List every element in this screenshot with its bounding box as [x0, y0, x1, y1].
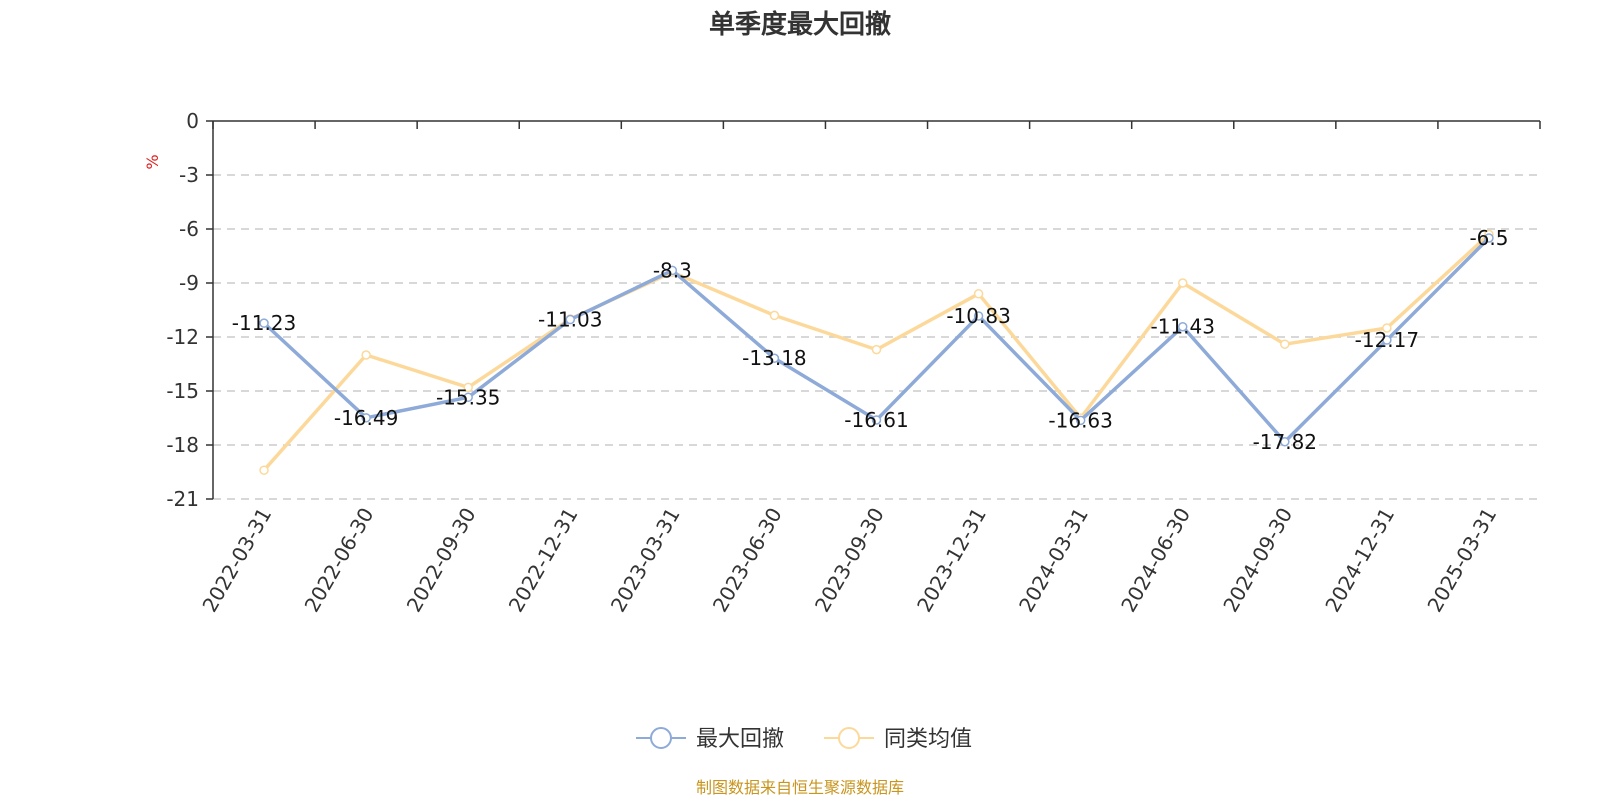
x-tick-label: 2025-03-31 [1422, 504, 1501, 617]
x-tick-label: 2022-03-31 [197, 504, 276, 617]
y-tick-label: -6 [179, 217, 199, 241]
series-1-point [259, 318, 269, 328]
legend: 最大回撤 同类均值 [636, 727, 972, 752]
chart-title: 单季度最大回撤 [709, 9, 891, 40]
data-label: -11.23 [232, 311, 296, 335]
y-tick-label: -12 [166, 325, 199, 349]
series-2-point [463, 382, 473, 393]
data-label: -15.35 [436, 385, 500, 409]
series-1-point [1280, 437, 1290, 447]
series-1-point [361, 413, 371, 423]
series-1-point [667, 265, 678, 276]
data-label: -6.5 [1469, 226, 1508, 250]
data-label: -11.03 [538, 308, 602, 332]
y-tick-label: -18 [166, 433, 199, 457]
x-tick-label: 2023-09-30 [810, 504, 889, 617]
x-tick-label: 2023-03-31 [606, 504, 685, 617]
data-source-note: 制图数据来自恒生聚源数据库 [696, 778, 904, 797]
series-lines [259, 229, 1494, 475]
series-1-point [871, 415, 882, 425]
series-2-point [1382, 323, 1392, 333]
series-1-point [973, 311, 984, 321]
data-label: -16.49 [334, 406, 398, 430]
legend-marker-2 [838, 727, 860, 749]
data-label: -17.82 [1253, 430, 1317, 454]
series-1-point [565, 314, 576, 325]
series-1-point [1484, 233, 1494, 243]
y-tick-label: -15 [166, 379, 199, 403]
data-label: -10.83 [946, 304, 1010, 328]
y-tick-label: -3 [179, 163, 199, 187]
data-label: -11.43 [1150, 315, 1214, 339]
data-label: -12.17 [1355, 328, 1419, 352]
legend-label-2: 同类均值 [884, 727, 972, 752]
series-2-point [1177, 278, 1188, 288]
grid-lines [213, 174, 1540, 500]
series-1-point [1382, 335, 1392, 345]
series-1-point [463, 392, 473, 403]
x-tick-label: 2024-09-30 [1218, 504, 1297, 617]
x-tick-label: 2023-12-31 [912, 504, 991, 617]
x-tick-label: 2022-09-30 [402, 504, 481, 617]
series-1-point [769, 353, 780, 363]
x-tick-label: 2024-06-30 [1116, 504, 1195, 617]
series-1-point [1177, 321, 1188, 332]
y-tick-label: -9 [179, 271, 199, 295]
series-2-point [769, 310, 780, 321]
data-label: -16.63 [1048, 408, 1112, 432]
series-2-point [361, 350, 371, 360]
legend-label-1: 最大回撤 [696, 727, 784, 752]
series-2-point [973, 289, 984, 299]
series-2-point [871, 344, 882, 355]
x-tick-label: 2024-12-31 [1320, 504, 1399, 617]
y-axis-unit-label: % [143, 154, 162, 169]
data-labels: -11.23 -16.49 -15.35 -11.03 -8.3 -13.18 -16.61… [232, 226, 1509, 454]
x-tick-label: 2022-12-31 [504, 504, 583, 617]
x-tick-label: 2023-06-30 [708, 504, 787, 617]
y-tick-label: 0 [186, 109, 199, 133]
x-tick-label: 2022-06-30 [300, 504, 379, 617]
series-2-point [1280, 339, 1290, 349]
y-tick-label: -21 [166, 487, 199, 511]
data-label: -16.61 [844, 408, 908, 432]
data-label: -8.3 [653, 258, 692, 282]
x-tick-label: 2024-03-31 [1014, 504, 1093, 617]
data-label: -13.18 [742, 346, 806, 370]
series-1-point [1075, 415, 1086, 426]
series-2-point [259, 465, 269, 475]
legend-marker-1 [650, 727, 672, 749]
